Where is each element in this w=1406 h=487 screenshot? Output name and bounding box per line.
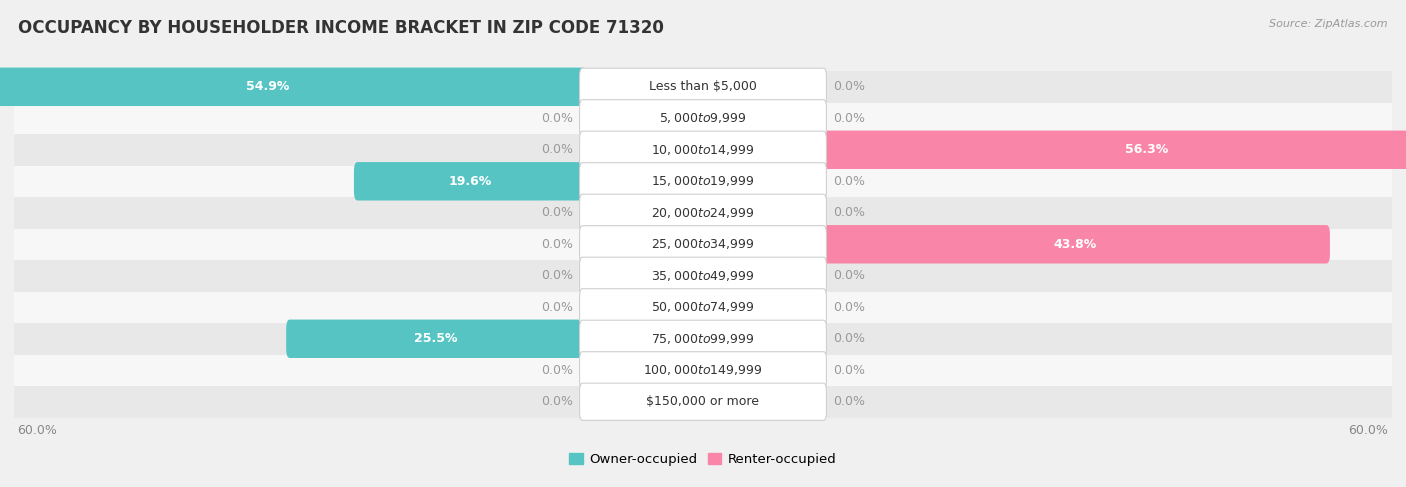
Bar bbox=[14, 166, 1392, 197]
Text: 19.6%: 19.6% bbox=[449, 175, 492, 188]
Text: $20,000 to $24,999: $20,000 to $24,999 bbox=[651, 206, 755, 220]
Text: $15,000 to $19,999: $15,000 to $19,999 bbox=[651, 174, 755, 188]
Bar bbox=[14, 134, 1392, 166]
Text: OCCUPANCY BY HOUSEHOLDER INCOME BRACKET IN ZIP CODE 71320: OCCUPANCY BY HOUSEHOLDER INCOME BRACKET … bbox=[18, 19, 664, 37]
FancyBboxPatch shape bbox=[0, 68, 586, 106]
Text: $100,000 to $149,999: $100,000 to $149,999 bbox=[644, 363, 762, 377]
Text: 0.0%: 0.0% bbox=[541, 112, 574, 125]
FancyBboxPatch shape bbox=[820, 225, 1330, 263]
Text: 0.0%: 0.0% bbox=[541, 364, 574, 377]
Text: $75,000 to $99,999: $75,000 to $99,999 bbox=[651, 332, 755, 346]
FancyBboxPatch shape bbox=[579, 225, 827, 263]
FancyBboxPatch shape bbox=[579, 163, 827, 200]
Text: 0.0%: 0.0% bbox=[541, 301, 574, 314]
FancyBboxPatch shape bbox=[579, 383, 827, 420]
FancyBboxPatch shape bbox=[287, 319, 586, 358]
Text: 0.0%: 0.0% bbox=[832, 332, 865, 345]
Text: $150,000 or more: $150,000 or more bbox=[647, 395, 759, 408]
Text: $10,000 to $14,999: $10,000 to $14,999 bbox=[651, 143, 755, 157]
Text: 0.0%: 0.0% bbox=[832, 80, 865, 94]
Text: $25,000 to $34,999: $25,000 to $34,999 bbox=[651, 237, 755, 251]
Text: 0.0%: 0.0% bbox=[832, 112, 865, 125]
Text: 60.0%: 60.0% bbox=[17, 425, 58, 437]
Text: $50,000 to $74,999: $50,000 to $74,999 bbox=[651, 300, 755, 314]
FancyBboxPatch shape bbox=[579, 320, 827, 357]
Bar bbox=[14, 71, 1392, 103]
Text: 54.9%: 54.9% bbox=[246, 80, 288, 94]
Legend: Owner-occupied, Renter-occupied: Owner-occupied, Renter-occupied bbox=[569, 453, 837, 467]
Text: 0.0%: 0.0% bbox=[832, 395, 865, 408]
Bar bbox=[14, 260, 1392, 292]
FancyBboxPatch shape bbox=[354, 162, 586, 201]
Bar bbox=[14, 292, 1392, 323]
Text: 0.0%: 0.0% bbox=[541, 395, 574, 408]
FancyBboxPatch shape bbox=[579, 131, 827, 169]
FancyBboxPatch shape bbox=[579, 257, 827, 294]
Text: 0.0%: 0.0% bbox=[541, 269, 574, 282]
Text: 0.0%: 0.0% bbox=[832, 364, 865, 377]
Bar bbox=[14, 197, 1392, 228]
Text: 0.0%: 0.0% bbox=[541, 238, 574, 251]
Text: 0.0%: 0.0% bbox=[541, 206, 574, 219]
Text: 0.0%: 0.0% bbox=[832, 206, 865, 219]
FancyBboxPatch shape bbox=[820, 131, 1406, 169]
Text: 0.0%: 0.0% bbox=[541, 143, 574, 156]
Text: 0.0%: 0.0% bbox=[832, 269, 865, 282]
Text: $5,000 to $9,999: $5,000 to $9,999 bbox=[659, 112, 747, 125]
Text: Source: ZipAtlas.com: Source: ZipAtlas.com bbox=[1270, 19, 1388, 30]
Text: Less than $5,000: Less than $5,000 bbox=[650, 80, 756, 94]
Bar bbox=[14, 355, 1392, 386]
Text: 43.8%: 43.8% bbox=[1053, 238, 1097, 251]
FancyBboxPatch shape bbox=[579, 194, 827, 231]
FancyBboxPatch shape bbox=[579, 100, 827, 137]
Text: 60.0%: 60.0% bbox=[1348, 425, 1389, 437]
Bar bbox=[14, 386, 1392, 417]
FancyBboxPatch shape bbox=[579, 68, 827, 105]
Bar bbox=[14, 103, 1392, 134]
Text: 25.5%: 25.5% bbox=[415, 332, 458, 345]
FancyBboxPatch shape bbox=[579, 352, 827, 389]
FancyBboxPatch shape bbox=[579, 289, 827, 326]
Text: 56.3%: 56.3% bbox=[1125, 143, 1168, 156]
Text: 0.0%: 0.0% bbox=[832, 175, 865, 188]
Text: $35,000 to $49,999: $35,000 to $49,999 bbox=[651, 269, 755, 283]
Bar bbox=[14, 228, 1392, 260]
Bar bbox=[14, 323, 1392, 355]
Text: 0.0%: 0.0% bbox=[832, 301, 865, 314]
